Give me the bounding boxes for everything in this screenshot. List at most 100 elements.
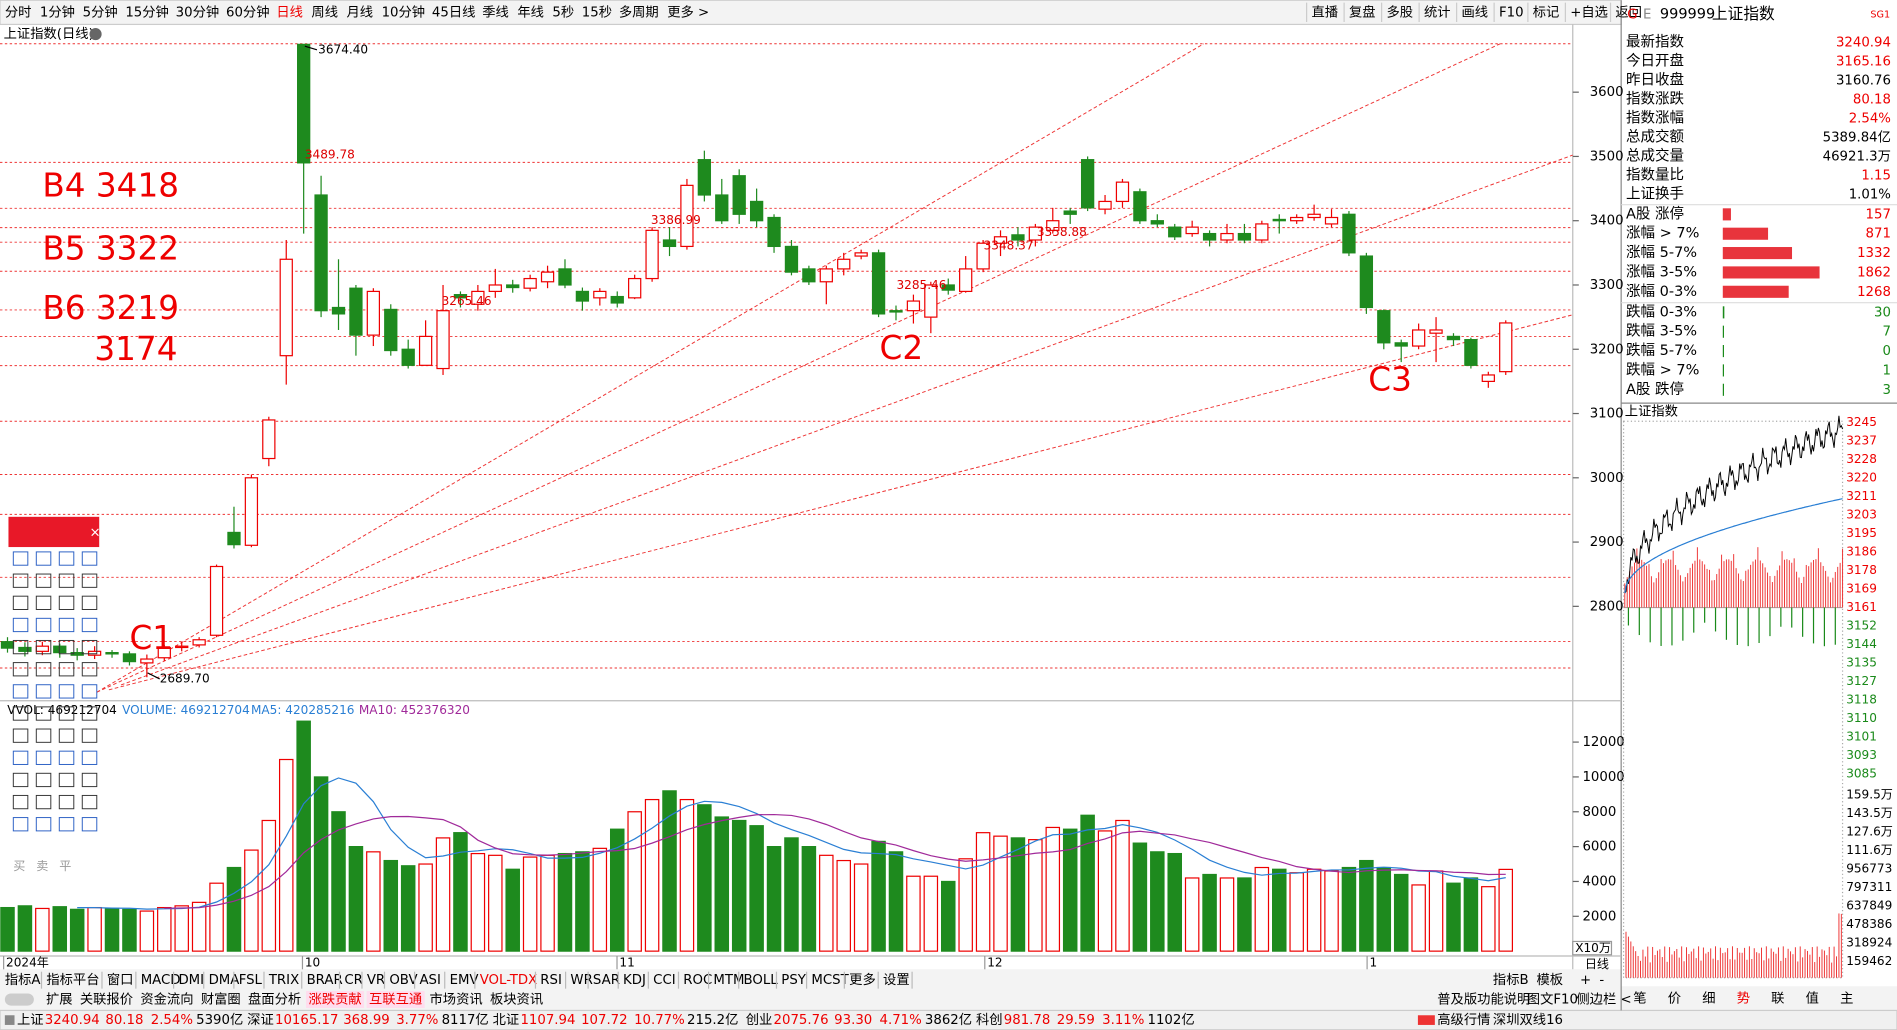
indicator-tab[interactable]: VR	[367, 973, 385, 988]
period-tab[interactable]: 5分钟	[83, 3, 118, 20]
draw-tool-icon[interactable]	[58, 573, 75, 588]
indicator-right[interactable]: -	[1599, 973, 1604, 988]
period-tab[interactable]: 15分钟	[125, 3, 169, 20]
draw-tool-icon[interactable]	[12, 617, 29, 633]
indicator-right[interactable]: +	[1580, 973, 1591, 988]
indicator-tab[interactable]: 设置	[883, 972, 910, 988]
indicator-tab[interactable]: SAR	[593, 973, 620, 988]
indicator-tab[interactable]: MACD	[141, 973, 181, 988]
tool-button[interactable]: 多股	[1386, 3, 1413, 20]
indicator-right[interactable]: 模板	[1536, 972, 1563, 988]
draw-tool-icon[interactable]	[58, 639, 75, 655]
draw-tool-icon[interactable]	[35, 684, 52, 699]
indicator-tab[interactable]: BOLL	[744, 973, 779, 988]
indicator-tab[interactable]: OBV	[389, 973, 417, 988]
indicator-tab[interactable]: TRIX	[268, 973, 299, 988]
tool-button[interactable]: +自选	[1570, 4, 1608, 20]
period-tab[interactable]: 45日线	[432, 4, 476, 20]
period-tab[interactable]: 日线	[276, 4, 303, 20]
draw-tool-icon[interactable]	[81, 750, 98, 765]
info-link[interactable]: 财富圈	[201, 991, 241, 1008]
period-tab[interactable]: 10分钟	[382, 3, 426, 20]
quote-tab[interactable]: 势	[1737, 990, 1750, 1006]
draw-tool-icon[interactable]	[81, 573, 98, 588]
draw-tool-icon[interactable]	[35, 595, 52, 610]
tool-button[interactable]: 复盘	[1349, 3, 1376, 20]
draw-tool-icon[interactable]	[12, 662, 29, 677]
draw-tool-icon[interactable]	[35, 662, 52, 677]
quote-tab[interactable]: 主	[1840, 990, 1853, 1006]
draw-tool-icon[interactable]	[35, 794, 52, 810]
draw-tool-icon[interactable]	[12, 706, 29, 721]
draw-tool-icon[interactable]	[35, 728, 52, 743]
status-right[interactable]: 深圳双线16	[1493, 1012, 1563, 1028]
quote-tab[interactable]: 价	[1668, 991, 1681, 1006]
trade-button[interactable]: 平	[59, 859, 71, 873]
indicator-tab[interactable]: MTM	[713, 973, 744, 988]
draw-tool-icon[interactable]	[12, 728, 29, 743]
indicator-tab[interactable]: DMA	[209, 973, 240, 988]
draw-tool-icon[interactable]	[12, 639, 29, 655]
period-tab[interactable]: 更多 >	[667, 3, 709, 20]
indicator-tab[interactable]: KDJ	[623, 973, 646, 988]
draw-tool-icon[interactable]	[58, 750, 75, 765]
draw-tool-icon[interactable]	[81, 595, 98, 610]
info-link[interactable]: 涨跌贡献	[309, 992, 362, 1008]
draw-tool-icon[interactable]	[58, 662, 75, 677]
indicator-tab[interactable]: PSY	[781, 973, 806, 988]
indicator-tab[interactable]: RSI	[540, 973, 562, 988]
draw-tool-icon[interactable]	[81, 617, 98, 633]
indicator-tab[interactable]: FSL	[239, 973, 263, 988]
period-tab[interactable]: 60分钟	[226, 3, 270, 20]
title-dropdown[interactable]	[89, 28, 102, 41]
draw-tool-icon[interactable]	[35, 573, 52, 588]
draw-tool-icon[interactable]	[58, 772, 75, 788]
period-tab[interactable]: 月线	[346, 4, 373, 20]
draw-tool-icon[interactable]	[35, 551, 52, 566]
indicator-tab[interactable]: MCST	[811, 973, 849, 988]
tool-button[interactable]: 标记	[1533, 4, 1560, 20]
draw-tool-icon[interactable]	[81, 551, 98, 566]
period-tab[interactable]: 30分钟	[176, 3, 220, 20]
draw-tool-icon[interactable]	[12, 573, 29, 588]
indicator-right[interactable]: 指标B	[1493, 972, 1529, 988]
draw-tool-icon[interactable]	[35, 617, 52, 633]
draw-tool-icon[interactable]	[58, 551, 75, 566]
draw-tool-icon[interactable]	[35, 772, 52, 788]
period-tab[interactable]: 周线	[311, 4, 338, 20]
trade-button[interactable]: 买	[13, 859, 25, 873]
draw-tool-icon[interactable]	[58, 794, 75, 810]
draw-tool-icon[interactable]	[81, 772, 98, 788]
indicator-tab[interactable]: 窗口	[107, 971, 134, 988]
quote-tab[interactable]: 联	[1771, 990, 1784, 1006]
info-link[interactable]: 市场资讯	[429, 991, 482, 1008]
draw-tool-icon[interactable]	[81, 706, 98, 721]
draw-tool-icon[interactable]	[81, 662, 98, 677]
indicator-tab[interactable]: BRAR	[307, 973, 343, 988]
info-link-right[interactable]: 侧边栏 <	[1576, 992, 1631, 1008]
indicator-tab[interactable]: DMI	[178, 973, 204, 988]
indicator-tab[interactable]: CCI	[653, 973, 676, 988]
indicator-tab[interactable]: 指标平台	[46, 972, 99, 988]
draw-tool-icon[interactable]	[12, 595, 29, 610]
indicator-tab[interactable]: ASI	[419, 973, 440, 988]
info-link[interactable]: 互联互通	[369, 992, 422, 1008]
draw-tool-icon[interactable]	[35, 706, 52, 721]
draw-tool-icon[interactable]	[58, 595, 75, 610]
draw-tool-icon[interactable]	[35, 750, 52, 765]
draw-tool-icon[interactable]	[81, 639, 98, 655]
draw-tool-icon[interactable]	[58, 684, 75, 699]
period-tab[interactable]: 季线	[482, 4, 509, 20]
draw-tool-icon[interactable]	[58, 706, 75, 721]
tool-button[interactable]: 统计	[1424, 4, 1451, 20]
draw-tool-icon[interactable]	[12, 772, 29, 788]
close-icon[interactable]: ×	[90, 526, 101, 541]
info-link[interactable]: 关联报价	[80, 992, 133, 1008]
draw-tool-icon[interactable]	[35, 639, 52, 655]
info-link[interactable]: 扩展	[46, 992, 73, 1008]
info-link[interactable]: 盘面分析	[248, 991, 301, 1008]
tool-button[interactable]: 返回	[1615, 4, 1642, 20]
info-link[interactable]: 板块资讯	[490, 992, 543, 1008]
indicator-tab[interactable]: CR	[344, 973, 363, 988]
draw-tool-icon[interactable]	[81, 794, 98, 810]
